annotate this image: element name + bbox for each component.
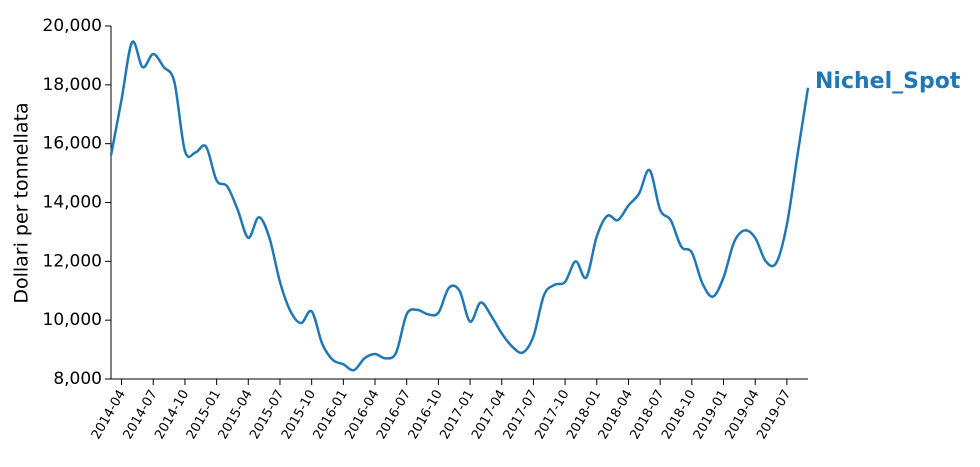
y-tick-label: 18,000: [43, 75, 102, 95]
y-tick-label: 12,000: [43, 251, 102, 271]
series-label: Nichel_Spot: [815, 69, 961, 94]
y-tick-label: 10,000: [43, 310, 102, 330]
y-tick-label: 20,000: [43, 16, 102, 36]
y-tick-label: 16,000: [43, 134, 102, 154]
y-axis-label: Dollari per tonnellata: [11, 102, 33, 303]
line: [109, 40, 810, 372]
y-tick-label: 8,000: [53, 369, 102, 389]
y-tick-label: 14,000: [43, 193, 102, 213]
